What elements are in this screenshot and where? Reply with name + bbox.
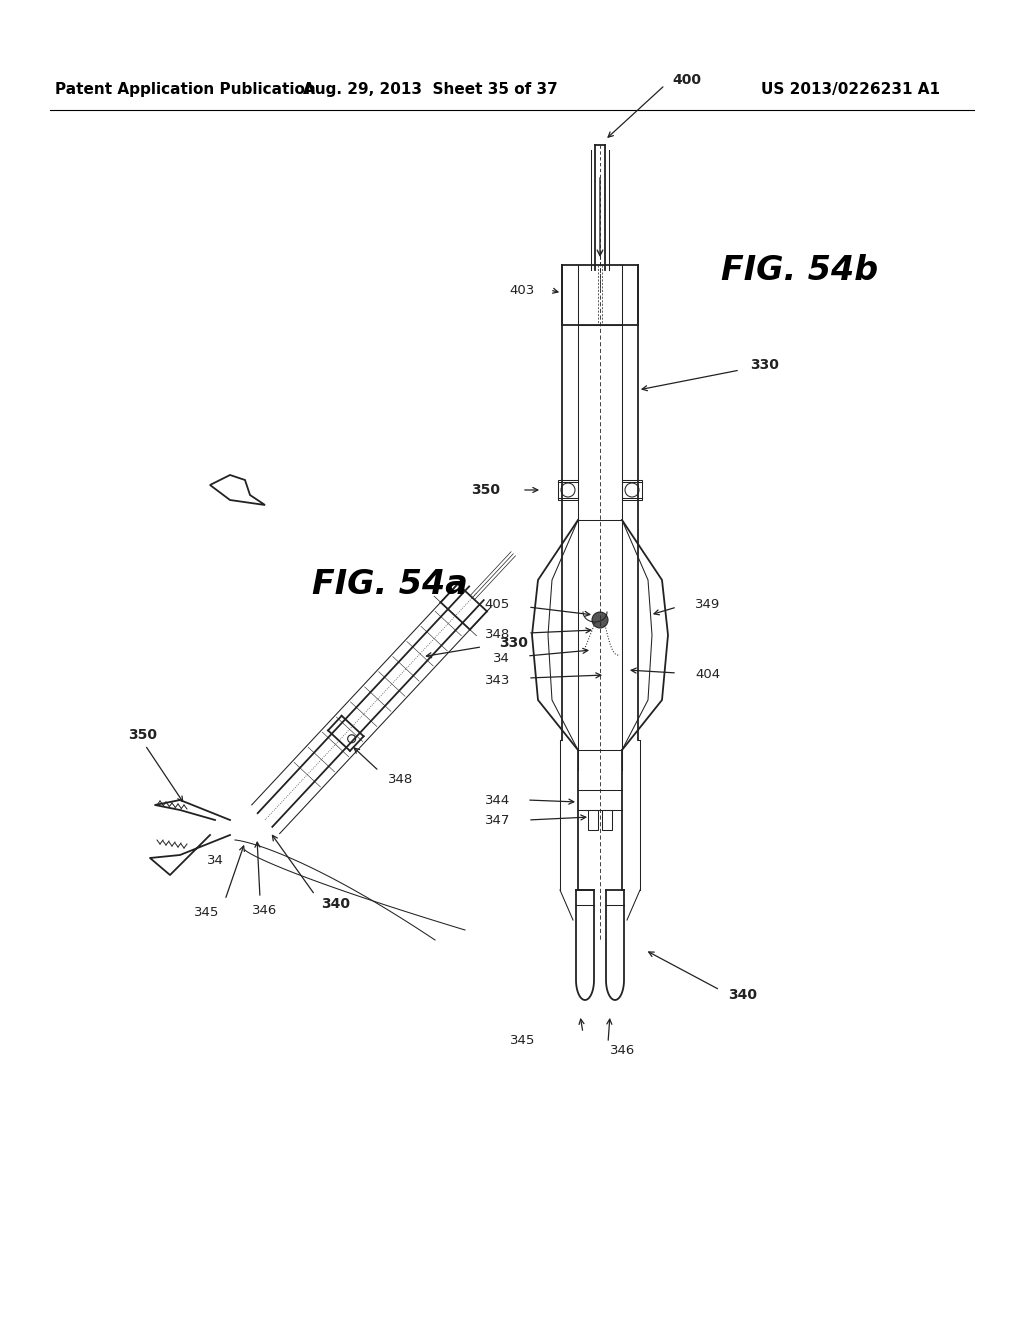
Text: 330: 330 <box>500 636 528 649</box>
Circle shape <box>592 612 608 628</box>
Text: FIG. 54a: FIG. 54a <box>312 569 468 602</box>
Text: 345: 345 <box>194 906 219 919</box>
Text: 347: 347 <box>484 813 510 826</box>
Text: 343: 343 <box>484 673 510 686</box>
Text: 350: 350 <box>128 729 158 742</box>
Text: Aug. 29, 2013  Sheet 35 of 37: Aug. 29, 2013 Sheet 35 of 37 <box>303 82 557 98</box>
Text: 349: 349 <box>695 598 720 611</box>
Text: 34: 34 <box>494 652 510 664</box>
Text: 346: 346 <box>610 1044 635 1056</box>
Text: 340: 340 <box>321 898 350 911</box>
Text: 404: 404 <box>695 668 720 681</box>
Text: FIG. 54b: FIG. 54b <box>722 253 879 286</box>
Text: 340: 340 <box>728 987 757 1002</box>
Bar <box>558 480 578 500</box>
Text: 344: 344 <box>484 793 510 807</box>
Text: 405: 405 <box>484 598 510 611</box>
Bar <box>622 480 642 500</box>
Text: Patent Application Publication: Patent Application Publication <box>55 82 315 98</box>
Text: 348: 348 <box>388 772 413 785</box>
Text: 346: 346 <box>252 903 278 916</box>
Bar <box>588 810 598 830</box>
Text: 400: 400 <box>672 73 701 87</box>
Text: 330: 330 <box>750 358 779 372</box>
Text: 345: 345 <box>510 1034 535 1047</box>
Text: US 2013/0226231 A1: US 2013/0226231 A1 <box>761 82 940 98</box>
Text: 350: 350 <box>471 483 500 498</box>
Text: 348: 348 <box>484 628 510 642</box>
Text: 34: 34 <box>207 854 223 866</box>
Bar <box>602 810 612 830</box>
Text: 403: 403 <box>510 284 535 297</box>
